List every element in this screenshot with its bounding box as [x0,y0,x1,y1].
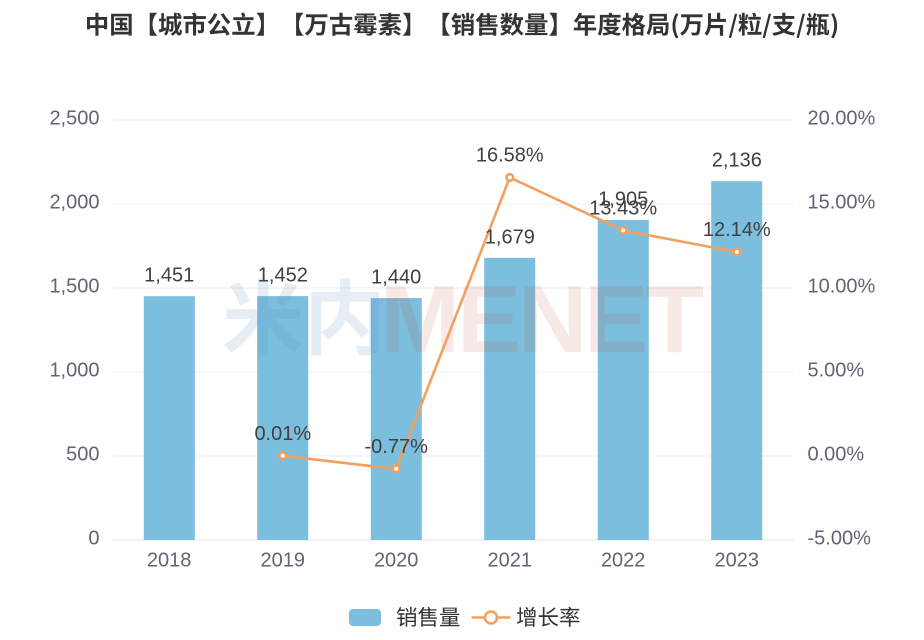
svg-text:2020: 2020 [374,550,419,572]
svg-text:500: 500 [66,444,99,466]
svg-text:5.00%: 5.00% [808,360,865,382]
svg-text:-5.00%: -5.00% [808,528,872,550]
svg-text:0: 0 [88,528,99,550]
svg-text:1,451: 1,451 [144,265,194,287]
svg-text:2,500: 2,500 [49,108,99,130]
svg-text:2,136: 2,136 [712,150,762,172]
svg-text:2019: 2019 [261,550,306,572]
svg-text:1,452: 1,452 [258,265,308,287]
svg-text:2023: 2023 [715,550,760,572]
svg-text:1,679: 1,679 [485,226,535,248]
svg-text:-0.77%: -0.77% [365,436,429,458]
svg-text:2,000: 2,000 [49,192,99,214]
svg-text:2022: 2022 [601,550,646,572]
svg-text:2021: 2021 [488,550,533,572]
svg-text:1,000: 1,000 [49,360,99,382]
svg-text:13.43%: 13.43% [589,197,657,219]
svg-text:1,500: 1,500 [49,276,99,298]
svg-text:16.58%: 16.58% [476,145,544,167]
svg-text:20.00%: 20.00% [808,108,876,130]
svg-text:12.14%: 12.14% [703,219,771,241]
svg-text:1,905: 1,905 [598,189,648,211]
svg-text:0.01%: 0.01% [254,423,311,445]
svg-text:MENET: MENET [380,266,703,373]
svg-text:1,440: 1,440 [371,267,421,289]
svg-text:0.00%: 0.00% [808,444,865,466]
svg-text:15.00%: 15.00% [808,192,876,214]
svg-text:10.00%: 10.00% [808,276,876,298]
svg-text:2018: 2018 [147,550,192,572]
